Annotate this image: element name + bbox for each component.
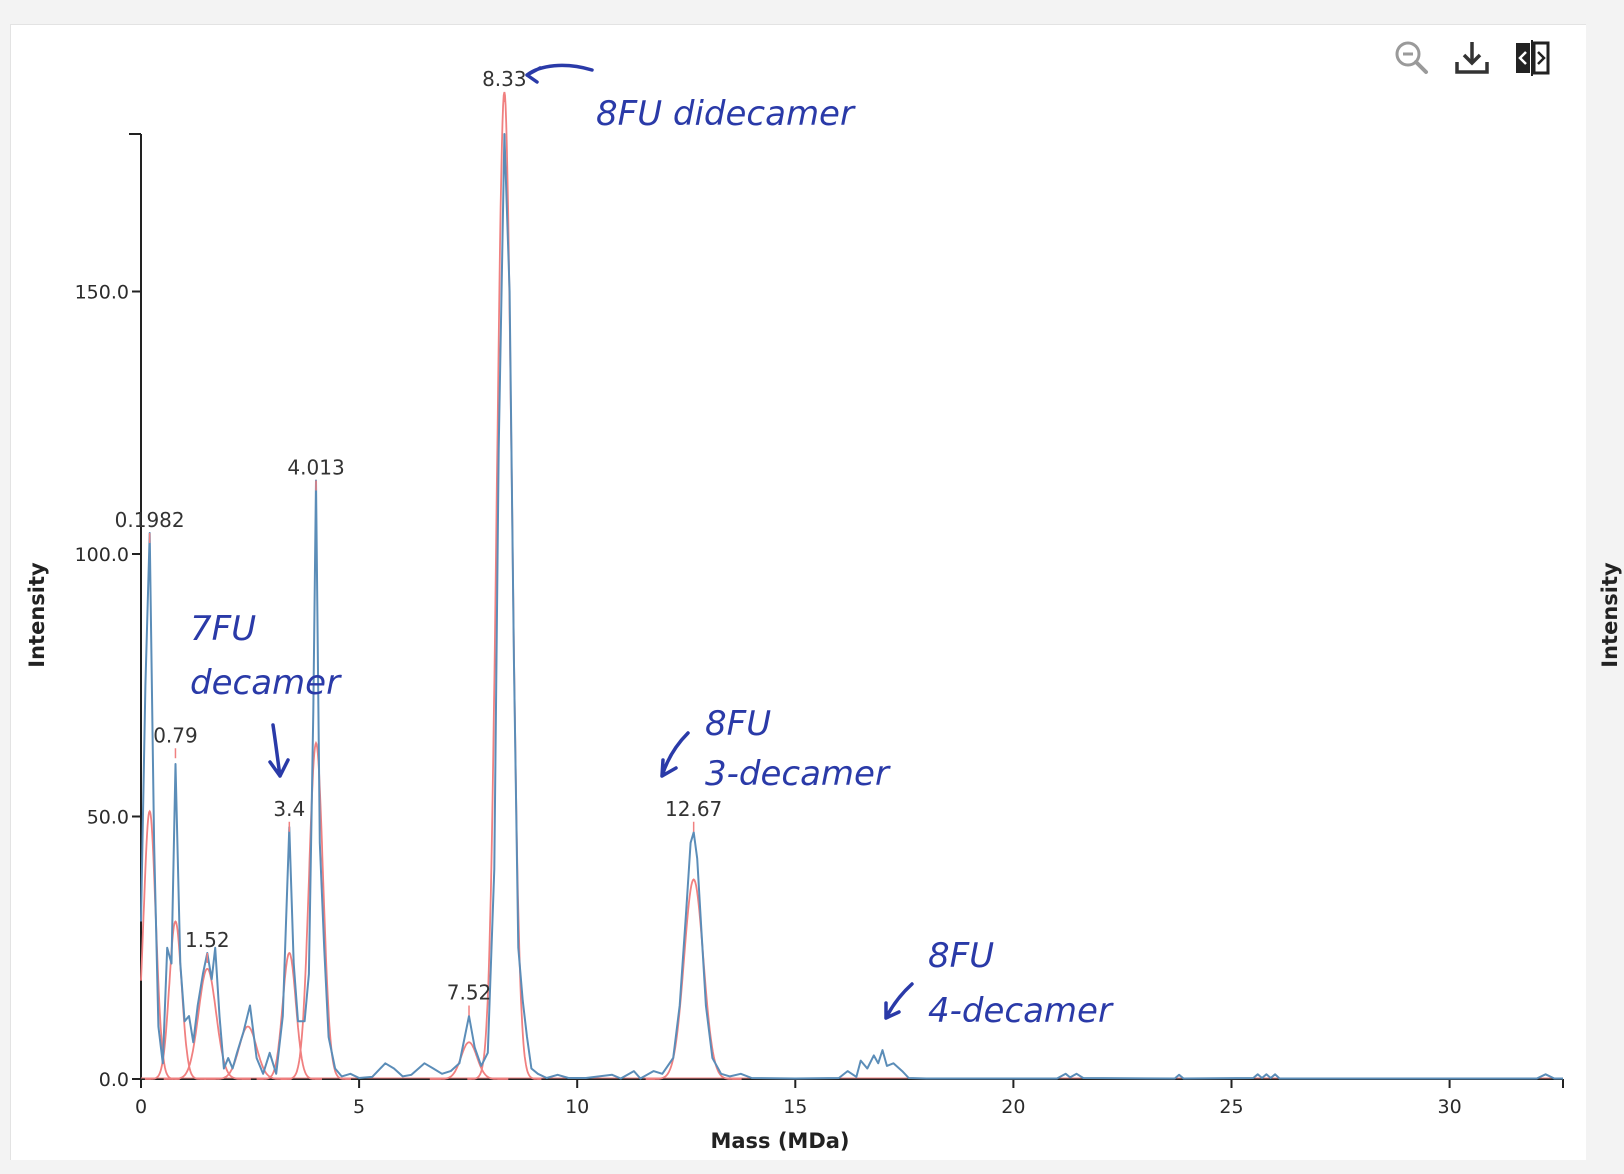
- x-tick-label: 0: [135, 1096, 147, 1118]
- annotation-text: decamer: [190, 663, 342, 703]
- y-tick-label: 150.0: [75, 282, 129, 304]
- x-tick-label: 25: [1219, 1096, 1243, 1118]
- split-view-icon: [1516, 40, 1550, 76]
- annotation-text: 8FU didecamer: [596, 94, 856, 134]
- download-icon: [1455, 42, 1489, 74]
- annotation-arrow: [268, 723, 290, 778]
- handwritten-annotations: 8FU didecamer 7FU decamer 8FU 3-decamer 8FU 4-…: [190, 63, 1114, 1031]
- right-axis-title: Intensity: [1598, 562, 1622, 668]
- x-tick-label: 30: [1437, 1096, 1461, 1118]
- peak-label: 12.67: [665, 797, 722, 821]
- y-axis-title: Intensity: [25, 562, 49, 668]
- peak-label: 7.52: [447, 981, 492, 1005]
- axes: 0.0 50.0 100.0 150.0 0 5 10 15 20 25 30 Mass (MDa) I…: [25, 133, 1622, 1153]
- zoom-out-icon: [1395, 41, 1428, 74]
- fitted-peak-curve: [467, 91, 542, 1080]
- x-tick-label: 20: [1001, 1096, 1025, 1118]
- annotation-arrow: [660, 731, 690, 778]
- fitted-peak-curve: [163, 967, 251, 1080]
- peak-label: 0.79: [153, 723, 198, 747]
- x-tick-label: 15: [783, 1096, 807, 1118]
- annotation-text: 4-decamer: [928, 991, 1114, 1031]
- annotation-arrow: [884, 982, 914, 1020]
- measured-series: [140, 133, 1563, 1080]
- y-tick-label: 100.0: [75, 544, 129, 566]
- peak-label: 1.52: [185, 928, 230, 952]
- peak-label: 0.1982: [115, 508, 185, 532]
- x-tick-label: 5: [353, 1096, 365, 1118]
- fitted-peak-curve: [429, 1041, 509, 1080]
- zoom-out-button[interactable]: [1390, 36, 1434, 80]
- chart-toolbar: [1390, 36, 1554, 80]
- peak-label: 4.013: [287, 456, 344, 480]
- fitted-peak-curve: [645, 878, 742, 1080]
- measured-spectrum-line: [140, 133, 1563, 1080]
- peak-label: 3.4: [273, 797, 305, 821]
- x-axis-title: Mass (MDa): [710, 1129, 849, 1153]
- fitted-peak-curve: [204, 1025, 292, 1080]
- y-tick-label: 0.0: [99, 1069, 129, 1091]
- chart-panel: [10, 24, 1586, 1160]
- download-button[interactable]: [1450, 36, 1494, 80]
- annotation-arrow: [525, 63, 594, 84]
- annotation-text: 7FU: [190, 609, 256, 649]
- peak-label: 8.33: [482, 67, 527, 91]
- annotation-text: 8FU: [705, 704, 771, 744]
- split-view-button[interactable]: [1510, 36, 1554, 80]
- fitted-curves: [140, 91, 1563, 1080]
- annotation-text: 8FU: [928, 936, 994, 976]
- y-tick-label: 50.0: [87, 807, 129, 829]
- x-tick-label: 10: [565, 1096, 589, 1118]
- peak-labels: 0.1982 0.79 1.52 3.4 4.013 7.52 8.33 12.67: [115, 67, 722, 1016]
- annotation-text: 3-decamer: [705, 754, 891, 794]
